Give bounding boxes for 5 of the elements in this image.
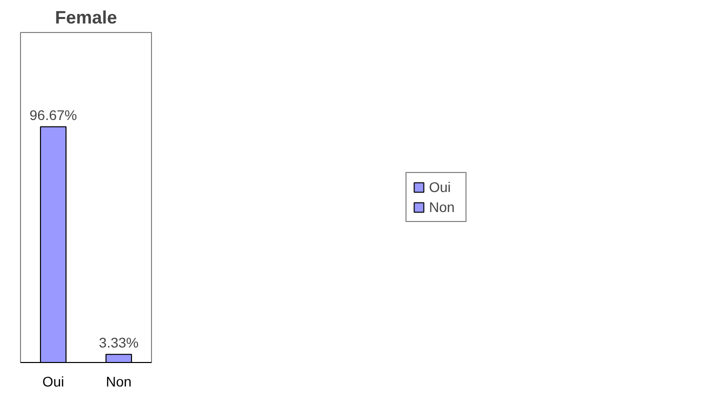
chart-title: Female — [54, 8, 118, 28]
legend-label: Non — [429, 199, 456, 215]
data-label: 3.33% — [98, 334, 139, 350]
legend-label: Oui — [429, 179, 452, 195]
data-label: 96.67% — [30, 106, 77, 123]
